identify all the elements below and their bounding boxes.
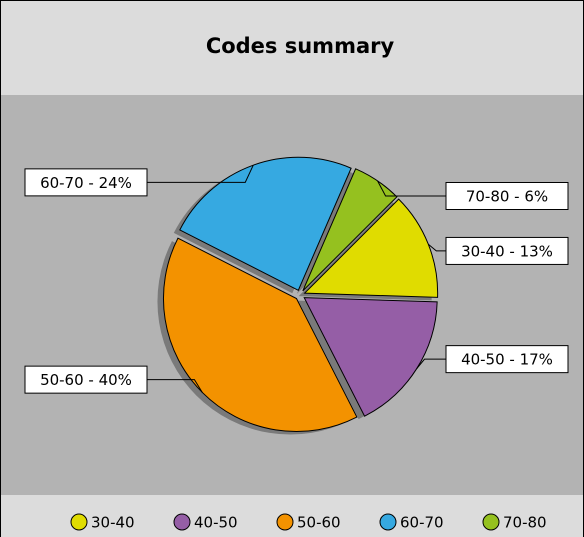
legend-swatch	[276, 513, 294, 531]
slice	[302, 168, 398, 292]
slice	[303, 198, 439, 298]
label-box	[445, 236, 569, 265]
label-box	[24, 168, 148, 197]
data-label: 70-80 - 6%	[466, 187, 548, 205]
label-box	[24, 365, 148, 394]
chart-title: Codes summary	[206, 34, 395, 58]
data-label: 50-60 - 40%	[40, 371, 132, 389]
legend-label: 70-80	[503, 514, 547, 532]
legend-label: 50-60	[297, 514, 341, 532]
data-label: 30-40 - 13%	[461, 242, 553, 260]
leader-line	[147, 379, 203, 393]
leader-line	[427, 243, 446, 252]
leader-line	[377, 180, 446, 197]
legend-swatch	[379, 513, 397, 531]
legend-label: 60-70	[400, 514, 444, 532]
legend-swatch	[173, 513, 191, 531]
data-label: 40-50 - 17%	[461, 351, 553, 369]
plot-area	[1, 95, 583, 495]
label-box	[445, 345, 569, 374]
leader-line	[147, 164, 254, 183]
data-label: 60-70 - 24%	[40, 174, 132, 192]
label-box	[445, 181, 569, 210]
legend-label: 40-50	[194, 514, 238, 532]
legend-swatch	[482, 513, 500, 531]
legend-label: 30-40	[91, 514, 135, 532]
legend-swatch	[70, 513, 88, 531]
leader-line	[416, 358, 446, 370]
slice	[303, 297, 438, 417]
